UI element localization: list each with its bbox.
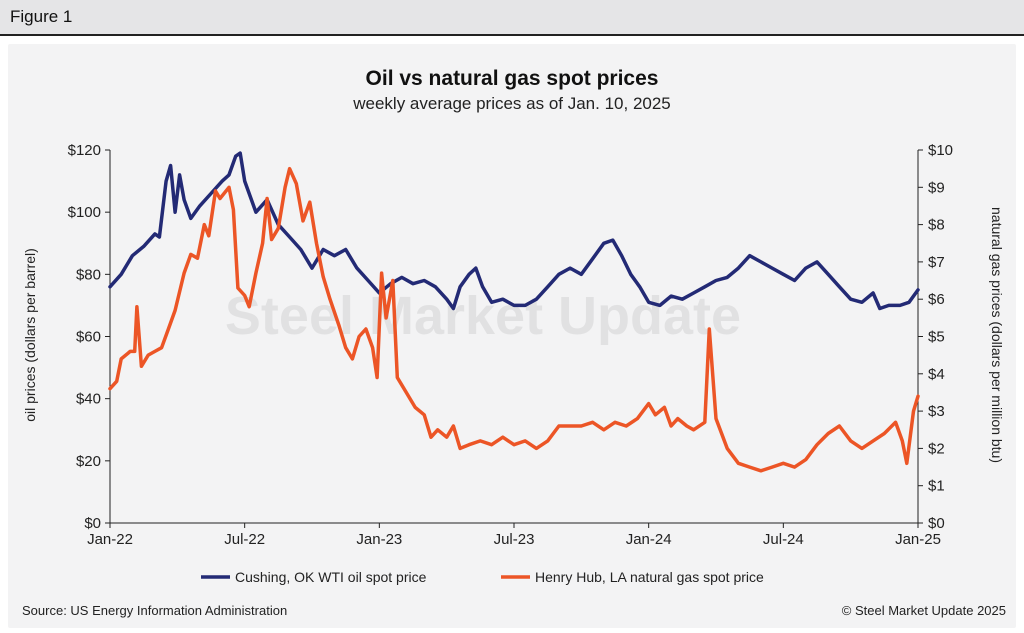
chart: Steel Market Update Oil vs natural gas s…: [22, 67, 1005, 585]
right-tick-label: $6: [928, 291, 945, 308]
gas-price-line: [108, 166, 920, 473]
chart-title: Oil vs natural gas spot prices: [366, 67, 659, 90]
series-lines: [108, 151, 920, 473]
x-tick-label: Jul-24: [763, 531, 804, 548]
right-tick-label: $3: [928, 403, 945, 420]
right-tick-label: $7: [928, 254, 945, 271]
right-tick-label: $0: [928, 515, 945, 532]
right-tick-label: $1: [928, 478, 945, 495]
x-tick-label: Jan-22: [87, 531, 133, 548]
left-tick-label: $120: [68, 142, 101, 159]
right-tick-label: $9: [928, 179, 945, 196]
source-note: Source: US Energy Information Administra…: [22, 603, 288, 618]
left-tick-label: $80: [76, 266, 101, 283]
left-tick-label: $40: [76, 391, 101, 408]
right-tick-label: $8: [928, 217, 945, 234]
tick-labels: $0 $20 $40 $60 $80 $100 $120 $0 $1 $2 $3 $4 $5 $6 $7 $8…: [68, 142, 953, 548]
x-tick-label: Jan-23: [356, 531, 402, 548]
left-tick-label: $100: [68, 204, 101, 221]
axes: [105, 149, 923, 528]
right-tick-label: $10: [928, 142, 953, 159]
right-tick-label: $2: [928, 440, 945, 457]
legend-label-oil: Cushing, OK WTI oil spot price: [235, 569, 427, 585]
copyright-note: © Steel Market Update 2025: [841, 603, 1006, 618]
watermark: Steel Market Update: [225, 286, 741, 346]
legend-label-gas: Henry Hub, LA natural gas spot price: [535, 569, 764, 585]
chart-subtitle: weekly average prices as of Jan. 10, 202…: [352, 94, 671, 113]
left-tick-label: $0: [84, 515, 101, 532]
right-tick-label: $4: [928, 366, 945, 383]
right-tick-label: $5: [928, 329, 945, 346]
legend: Cushing, OK WTI oil spot price Henry Hub…: [201, 569, 764, 585]
x-tick-label: Jan-25: [895, 531, 941, 548]
figure-header: Figure 1: [0, 0, 1024, 36]
x-tick-label: Jul-23: [494, 531, 535, 548]
x-tick-label: Jul-22: [224, 531, 265, 548]
left-tick-label: $20: [76, 453, 101, 470]
figure-label: Figure 1: [10, 7, 73, 26]
chart-panel: Steel Market Update Oil vs natural gas s…: [8, 44, 1016, 628]
left-tick-label: $60: [76, 329, 101, 346]
left-axis-title: oil prices (dollars per barrel): [22, 248, 38, 422]
x-tick-label: Jan-24: [626, 531, 672, 548]
right-axis-title: natural gas prices (dollars per million …: [989, 207, 1005, 463]
oil-price-line: [108, 151, 920, 311]
